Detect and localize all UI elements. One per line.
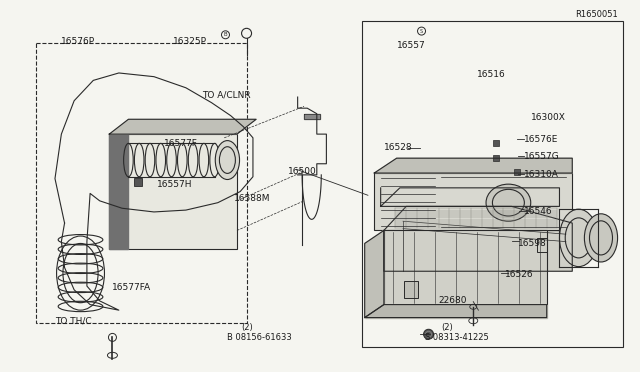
Text: (2): (2) — [241, 323, 253, 332]
Bar — [384, 231, 547, 305]
Polygon shape — [384, 206, 572, 271]
Text: 16598: 16598 — [518, 239, 547, 248]
Text: TO TH/C: TO TH/C — [55, 317, 92, 326]
Polygon shape — [109, 134, 129, 249]
Text: 16500: 16500 — [288, 167, 317, 176]
Text: 22680: 22680 — [438, 296, 467, 305]
Text: B 08156-61633: B 08156-61633 — [227, 333, 292, 342]
Polygon shape — [374, 158, 572, 173]
Text: 16516: 16516 — [476, 70, 505, 79]
Text: S 08313-41225: S 08313-41225 — [426, 333, 489, 342]
Text: B: B — [223, 32, 227, 37]
Ellipse shape — [584, 214, 618, 262]
Text: 16528: 16528 — [384, 142, 413, 151]
Text: 16325P: 16325P — [173, 37, 207, 46]
Text: 16546: 16546 — [524, 208, 553, 217]
Polygon shape — [365, 231, 384, 318]
Text: TO A/CLNR: TO A/CLNR — [202, 91, 250, 100]
Text: 16557: 16557 — [397, 41, 426, 51]
Bar — [493, 155, 499, 161]
Bar — [514, 169, 520, 175]
Bar — [404, 280, 419, 298]
Polygon shape — [365, 305, 547, 318]
Text: 16557G: 16557G — [524, 152, 560, 161]
Polygon shape — [109, 119, 256, 134]
Bar — [537, 238, 547, 252]
Text: 16577FA: 16577FA — [113, 283, 152, 292]
Text: S: S — [420, 29, 423, 33]
Bar — [493, 140, 499, 146]
Bar — [36, 43, 246, 323]
Text: 16588M: 16588M — [234, 195, 270, 203]
Bar — [394, 206, 559, 231]
Bar — [374, 173, 572, 231]
Circle shape — [424, 329, 433, 339]
Ellipse shape — [215, 141, 239, 180]
Text: R1650051: R1650051 — [575, 10, 618, 19]
Text: 16576E: 16576E — [524, 135, 559, 144]
Text: 16526: 16526 — [505, 270, 534, 279]
Bar — [134, 178, 142, 186]
Polygon shape — [381, 188, 559, 206]
Polygon shape — [304, 114, 320, 119]
Text: 16577F: 16577F — [164, 139, 197, 148]
Text: (2): (2) — [442, 323, 453, 332]
Ellipse shape — [486, 184, 531, 221]
Text: 16557H: 16557H — [157, 180, 193, 189]
Text: 16310A: 16310A — [524, 170, 559, 179]
Bar — [109, 134, 237, 249]
Text: 16300X: 16300X — [531, 113, 566, 122]
Ellipse shape — [559, 209, 598, 267]
Bar — [362, 21, 623, 347]
Text: 16576P: 16576P — [61, 37, 95, 46]
